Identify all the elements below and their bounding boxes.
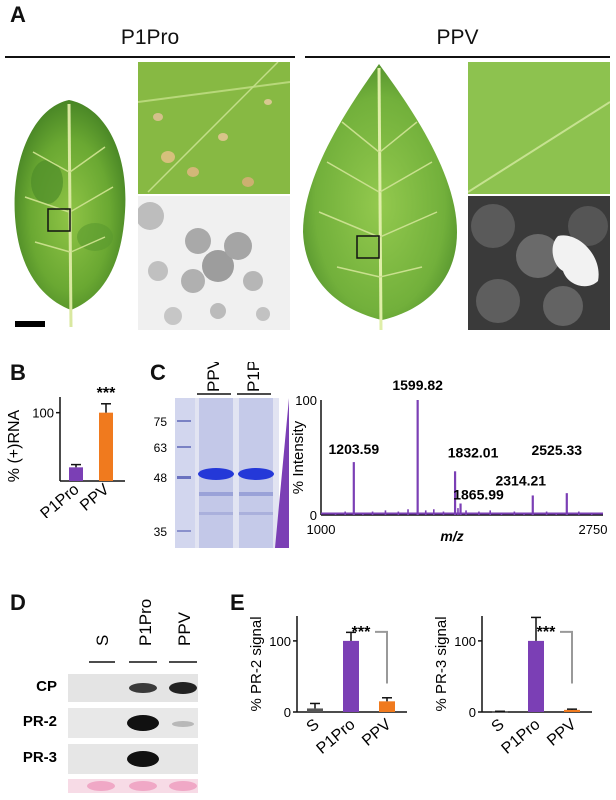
blot-lane-label-s: S (93, 635, 112, 646)
chart-e-pr2-ylabel: % PR-2 signal (248, 616, 265, 711)
panel-c-letter: C (150, 360, 166, 385)
chart-b-ylabel: % (+)RNA (6, 409, 23, 482)
chart-c-peak-label: 1865.99 (453, 487, 504, 503)
chart-c-peak-label: 1599.82 (392, 377, 443, 393)
chart-c-xlabel: m/z (440, 528, 463, 542)
chart-b-bar-p1pro (69, 467, 83, 481)
chart-c-ytick-100: 100 (295, 393, 317, 408)
panel-e-letter: E (230, 590, 245, 615)
mw-marker-48: 48 (154, 471, 168, 485)
tissue-print-p1pro (138, 196, 290, 330)
group-bar-ppv (305, 56, 610, 58)
zoom-box (356, 235, 380, 259)
blot-lane-label-p1pro: P1Pro (136, 599, 155, 646)
chart-e-pr3-bar-s (492, 711, 508, 713)
mw-marker-75: 75 (154, 415, 168, 429)
chart-e-pr3-xtick: S (488, 716, 507, 736)
zoom-box (47, 208, 71, 232)
group-label-ppv: PPV (436, 26, 479, 49)
chart-c-ylabel: % Intensity (290, 420, 307, 494)
chart-e-pr2-bar-ppv (379, 701, 395, 712)
panel-b-letter: B (10, 360, 26, 385)
chart-e-pr3-ytick: 0 (469, 705, 476, 720)
panel-a-letter: A (10, 2, 26, 27)
chart-c-peak-label: 1203.59 (329, 441, 380, 457)
chart-e-pr3-ylabel: % PR-3 signal (433, 616, 450, 711)
chart-e-pr2-bar-p1pro (343, 640, 359, 712)
leaf-photo-p1pro (5, 62, 133, 330)
chart-e-pr2-xtick: P1Pro (314, 716, 359, 758)
blot-lane-label-ppv: PPV (175, 611, 194, 646)
chart-e-pr3-xtick: P1Pro (499, 716, 544, 758)
chart-e-pr2-xtick: PPV (359, 716, 395, 750)
gel-wedge (275, 398, 289, 548)
chart-e-pr3-xtick: PPV (544, 716, 580, 750)
blot-row-label-pr3: PR-3 (23, 749, 57, 766)
chart-e-pr2-bracket (375, 630, 388, 684)
panel-d-letter: D (10, 590, 26, 615)
chart-e-pr2-significance: *** (352, 624, 371, 641)
chart-e-pr3-ytick: 100 (454, 634, 476, 649)
mw-marker-35: 35 (154, 525, 168, 539)
chart-c-peak-label: 2525.33 (531, 442, 582, 458)
chart-c-peak-label: 1832.01 (448, 444, 499, 460)
gel-lane-label-p1pro: P1Pro (244, 362, 263, 392)
leaf-photo-ppv (297, 62, 463, 330)
chart-b-xtick: PPV (77, 481, 113, 515)
chart-b-ytick-100: 100 (32, 406, 54, 421)
chart-c-peak-label: 2314.21 (495, 472, 546, 488)
tissue-print-ppv (468, 196, 610, 330)
group-bar-p1pro (5, 56, 295, 58)
group-label-p1pro: P1Pro (120, 26, 180, 49)
western-blot-d: S P1Pro PPV CP PR-2 PR-3 (23, 599, 198, 793)
chart-e-pr2-xtick: S (303, 716, 322, 736)
gel-c: PPV P1Pro 75 63 48 35 (154, 362, 289, 548)
chart-e-pr2-bar-s (307, 708, 323, 712)
blot-row-label-cp: CP (36, 678, 57, 695)
chart-e-pr3-significance: *** (537, 624, 556, 641)
gel-lane-label-ppv: PPV (204, 362, 223, 392)
blot-row-label-pr2: PR-2 (23, 713, 57, 730)
zoom-photo-ppv (468, 62, 610, 194)
chart-b-significance: *** (97, 385, 116, 402)
chart-b-bar-ppv (99, 412, 113, 481)
chart-e-pr3-bracket (560, 630, 573, 684)
chart-e-pr3-bar-p1pro (528, 640, 544, 712)
chart-e-pr2-ytick: 100 (269, 634, 291, 649)
chart-c-ytick-0: 0 (310, 508, 317, 523)
chart-e-pr3-bar-ppv (564, 709, 580, 712)
chart-c-xtick-2750: 2750 (579, 522, 608, 537)
scale-bar (15, 321, 45, 327)
zoom-photo-p1pro (138, 62, 290, 194)
mw-marker-63: 63 (154, 441, 168, 455)
chart-c-xtick-1000: 1000 (307, 522, 336, 537)
chart-b-xtick: P1Pro (38, 481, 83, 518)
chart-e-pr2-ytick: 0 (284, 705, 291, 720)
